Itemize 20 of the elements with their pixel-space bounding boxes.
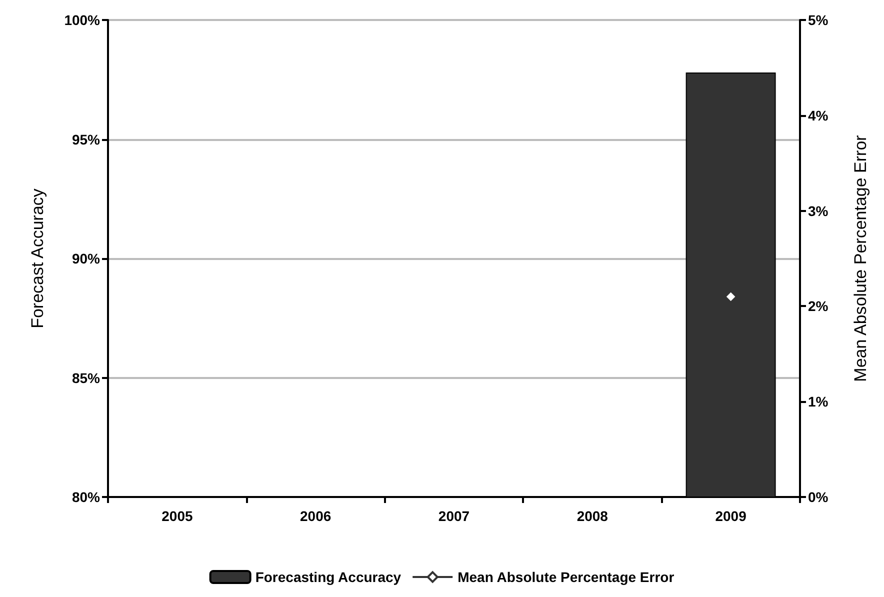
legend-label: Forecasting Accuracy	[255, 569, 402, 585]
y-axis-title: Forecast Accuracy	[28, 188, 47, 328]
y-tick-label: 100%	[64, 12, 101, 28]
x-tick-label: 2006	[300, 508, 332, 524]
y-tick-label: 95%	[72, 131, 101, 148]
y2-tick-label: 4%	[808, 107, 829, 124]
x-tick-label: 2009	[715, 508, 747, 524]
y-tick-label: 90%	[72, 250, 101, 266]
x-tick-label: 2008	[576, 508, 608, 524]
y-tick-label: 85%	[72, 370, 101, 386]
y2-tick-label: 0%	[808, 489, 829, 505]
legend-label: Mean Absolute Percentage Error	[458, 569, 675, 585]
y2-tick-label: 2%	[808, 298, 829, 314]
y2-tick-label: 5%	[808, 12, 829, 28]
y2-tick-label: 1%	[808, 394, 829, 410]
x-tick-label: 2007	[438, 508, 470, 524]
y2-axis-title: Mean Absolute Percentage Error	[851, 134, 870, 382]
y-tick-label: 80%	[72, 489, 101, 505]
x-tick-label: 2005	[162, 508, 193, 524]
y2-tick-label: 3%	[808, 202, 829, 219]
